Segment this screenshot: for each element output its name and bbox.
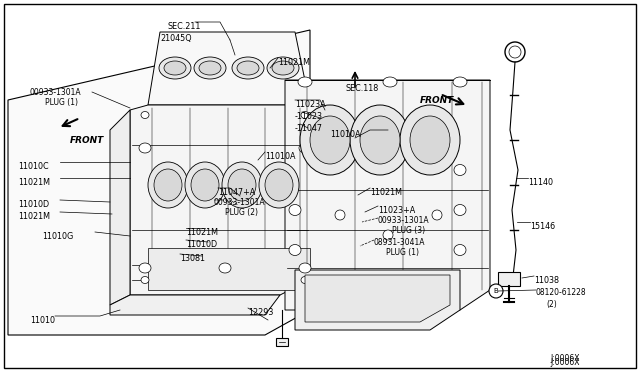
- Text: SEC.118: SEC.118: [346, 84, 380, 93]
- Ellipse shape: [232, 57, 264, 79]
- Text: 08931-3041A: 08931-3041A: [374, 238, 426, 247]
- Text: 00933-1301A: 00933-1301A: [214, 198, 266, 207]
- Text: 00933-1301A: 00933-1301A: [30, 88, 82, 97]
- Text: 11010G: 11010G: [42, 232, 73, 241]
- Ellipse shape: [148, 162, 188, 208]
- Polygon shape: [8, 30, 310, 335]
- Text: 11010C: 11010C: [18, 162, 49, 171]
- Ellipse shape: [199, 61, 221, 75]
- Ellipse shape: [219, 263, 231, 273]
- Ellipse shape: [453, 77, 467, 87]
- Ellipse shape: [299, 263, 311, 273]
- Circle shape: [489, 284, 503, 298]
- Ellipse shape: [299, 143, 311, 153]
- Text: 11010D: 11010D: [186, 240, 217, 249]
- Text: FRONT: FRONT: [70, 136, 104, 145]
- Text: 11021M: 11021M: [370, 188, 402, 197]
- Ellipse shape: [505, 42, 525, 62]
- Polygon shape: [295, 270, 460, 330]
- Text: PLUG (1): PLUG (1): [45, 98, 78, 107]
- Polygon shape: [130, 105, 310, 295]
- Text: 12293: 12293: [248, 308, 273, 317]
- Text: 11021M: 11021M: [278, 58, 310, 67]
- Ellipse shape: [335, 210, 345, 220]
- Text: B: B: [493, 288, 499, 294]
- Text: 11023+A: 11023+A: [378, 206, 415, 215]
- Ellipse shape: [191, 169, 219, 201]
- Text: 11010A: 11010A: [265, 152, 296, 161]
- Text: -11023: -11023: [295, 112, 323, 121]
- Ellipse shape: [237, 61, 259, 75]
- Ellipse shape: [272, 61, 294, 75]
- Ellipse shape: [154, 169, 182, 201]
- Text: 11010A: 11010A: [330, 130, 360, 139]
- Text: 11021M: 11021M: [186, 228, 218, 237]
- Polygon shape: [110, 110, 130, 305]
- Ellipse shape: [298, 77, 312, 87]
- Ellipse shape: [267, 57, 299, 79]
- Text: (2): (2): [546, 300, 557, 309]
- Ellipse shape: [141, 112, 149, 119]
- Ellipse shape: [289, 205, 301, 215]
- Text: 11047+A: 11047+A: [218, 188, 255, 197]
- Ellipse shape: [350, 105, 410, 175]
- Polygon shape: [148, 248, 310, 290]
- Text: 00933-1301A: 00933-1301A: [378, 216, 429, 225]
- Ellipse shape: [265, 169, 293, 201]
- Text: 21045Q: 21045Q: [160, 34, 191, 43]
- Ellipse shape: [360, 116, 400, 164]
- Text: 13081: 13081: [180, 254, 205, 263]
- Ellipse shape: [139, 143, 151, 153]
- Bar: [276, 338, 288, 346]
- Text: 11038: 11038: [534, 276, 559, 285]
- Ellipse shape: [139, 263, 151, 273]
- Text: 11021M: 11021M: [18, 178, 50, 187]
- Ellipse shape: [432, 210, 442, 220]
- Text: 11023A: 11023A: [295, 100, 326, 109]
- Ellipse shape: [222, 162, 262, 208]
- Ellipse shape: [383, 230, 393, 240]
- Ellipse shape: [164, 61, 186, 75]
- Text: J:0006X: J:0006X: [550, 354, 579, 363]
- Ellipse shape: [141, 276, 149, 283]
- Ellipse shape: [194, 57, 226, 79]
- Text: FRONT: FRONT: [420, 96, 454, 105]
- Ellipse shape: [400, 105, 460, 175]
- Ellipse shape: [301, 276, 309, 283]
- Text: 11021M: 11021M: [18, 212, 50, 221]
- Ellipse shape: [259, 162, 299, 208]
- Text: -11047: -11047: [295, 124, 323, 133]
- Text: J:0006X: J:0006X: [550, 358, 580, 367]
- Text: SEC.211: SEC.211: [167, 22, 200, 31]
- Text: PLUG (2): PLUG (2): [225, 208, 258, 217]
- Text: 11140: 11140: [528, 178, 553, 187]
- Ellipse shape: [159, 57, 191, 79]
- Text: 11010D: 11010D: [18, 200, 49, 209]
- Ellipse shape: [300, 105, 360, 175]
- Polygon shape: [305, 275, 450, 322]
- Ellipse shape: [228, 169, 256, 201]
- Text: 08120-61228: 08120-61228: [536, 288, 587, 297]
- Ellipse shape: [185, 162, 225, 208]
- Text: 15146: 15146: [530, 222, 555, 231]
- Ellipse shape: [410, 116, 450, 164]
- Ellipse shape: [310, 116, 350, 164]
- Ellipse shape: [301, 112, 309, 119]
- Ellipse shape: [383, 77, 397, 87]
- Ellipse shape: [509, 46, 521, 58]
- Ellipse shape: [454, 244, 466, 256]
- Polygon shape: [148, 32, 310, 105]
- Text: PLUG (3): PLUG (3): [392, 226, 425, 235]
- Polygon shape: [285, 80, 490, 310]
- Text: PLUG (1): PLUG (1): [386, 248, 419, 257]
- Polygon shape: [110, 295, 280, 315]
- Ellipse shape: [454, 205, 466, 215]
- Ellipse shape: [454, 164, 466, 176]
- Bar: [498, 272, 520, 286]
- Text: 11010: 11010: [30, 316, 55, 325]
- Ellipse shape: [289, 244, 301, 256]
